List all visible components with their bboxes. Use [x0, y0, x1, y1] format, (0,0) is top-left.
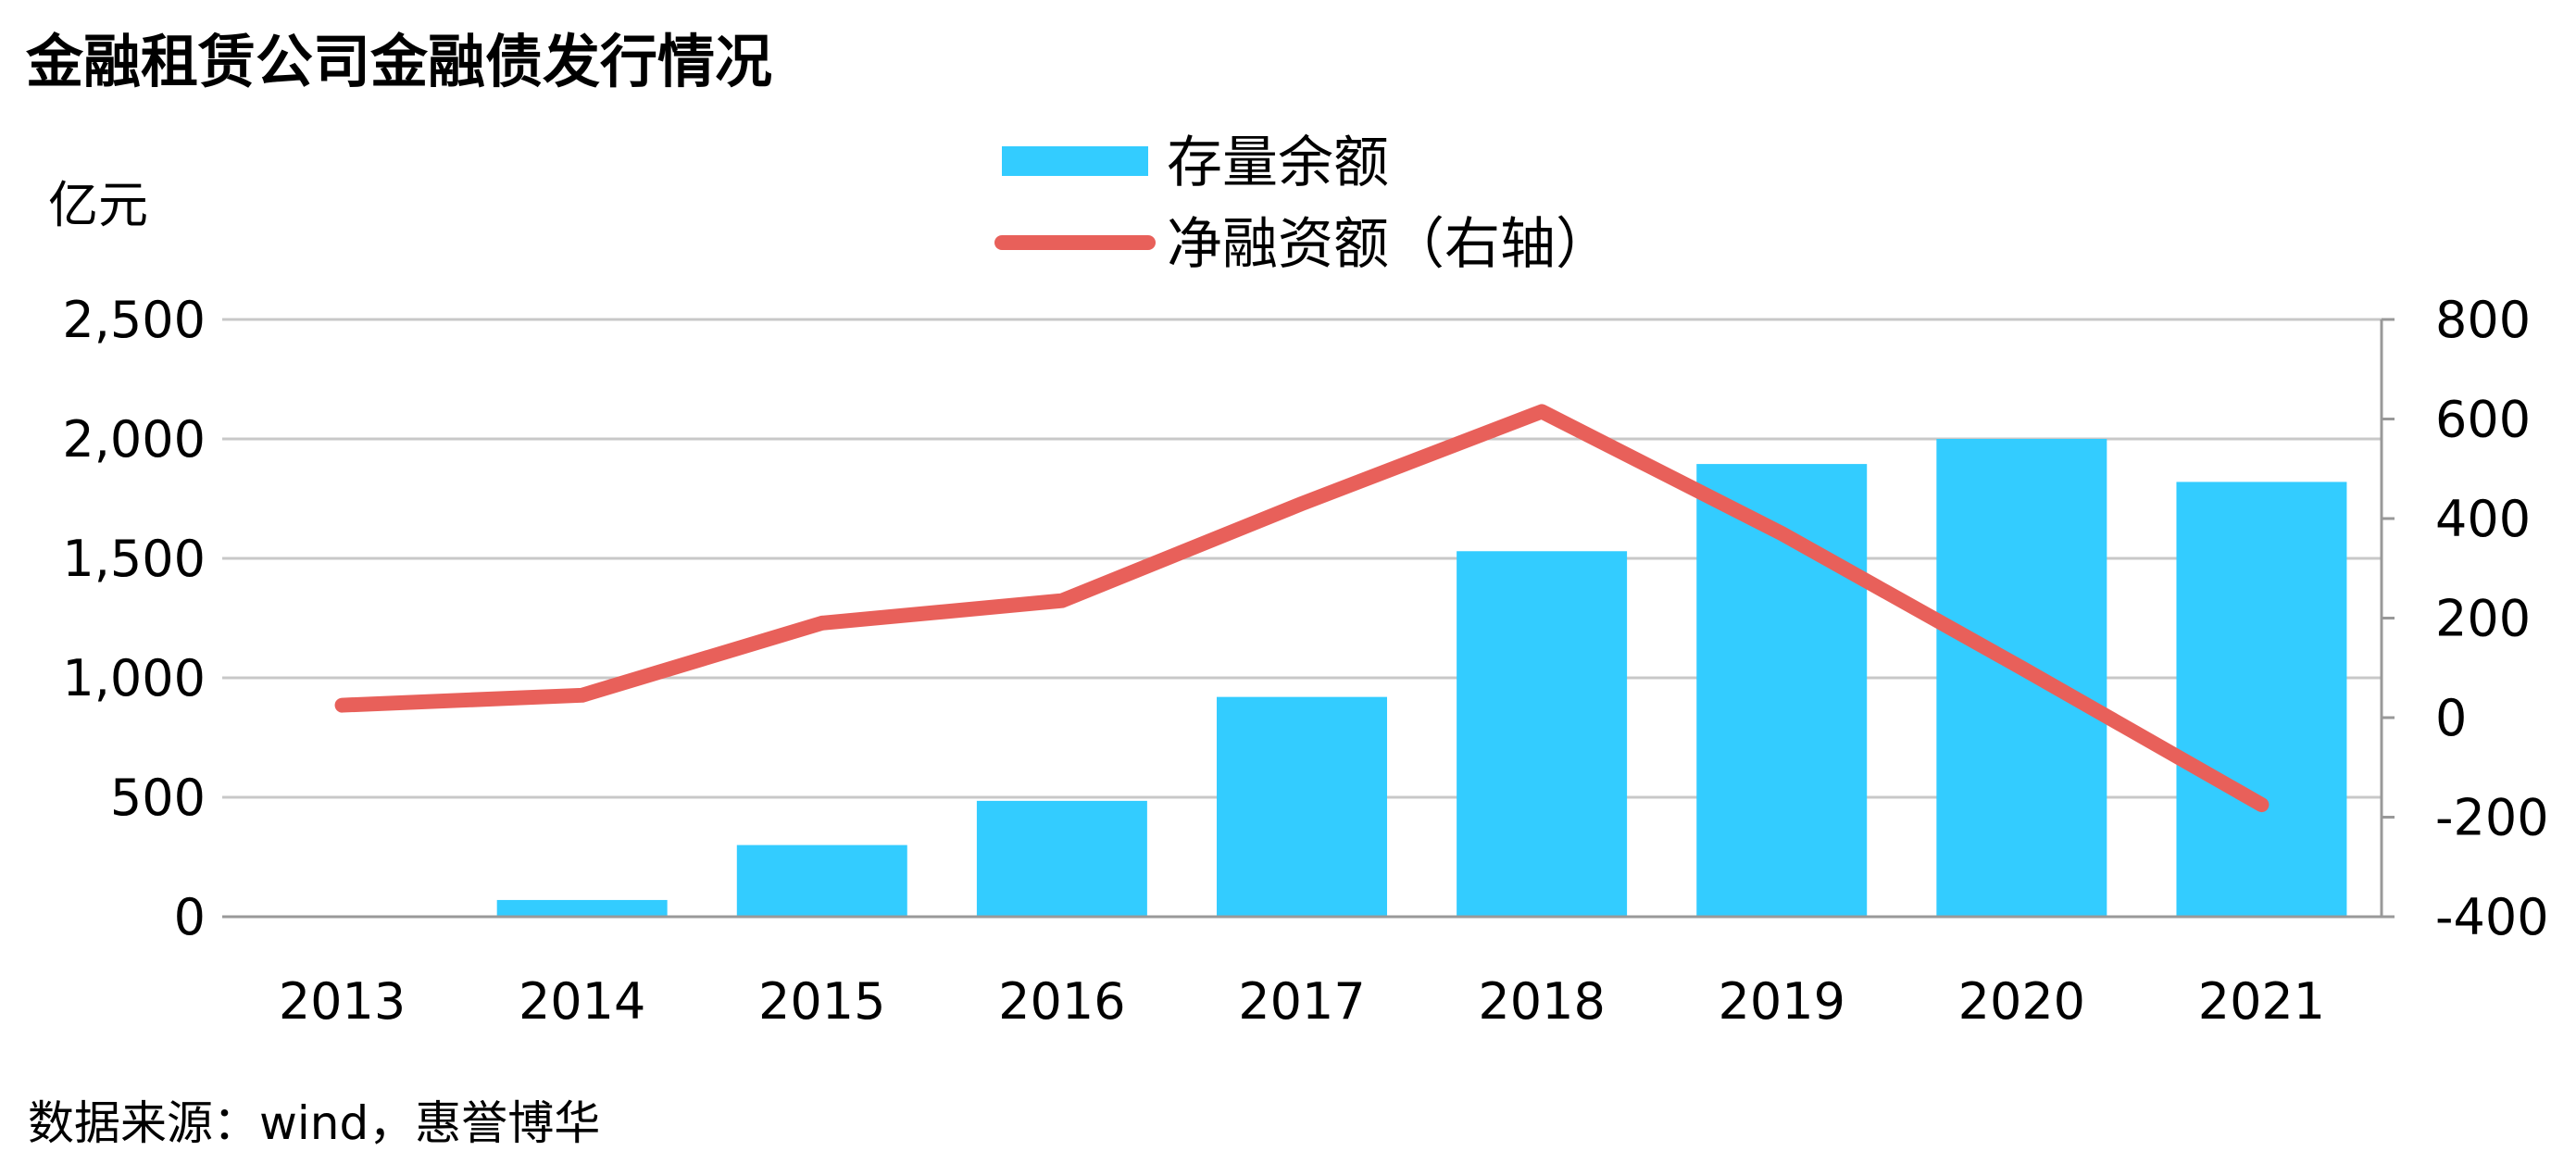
line-point-2018 [1541, 410, 1544, 413]
line-point-2019 [1781, 532, 1783, 535]
x-tick-label: 2020 [1958, 972, 2085, 1031]
bar-2021 [2176, 482, 2347, 917]
line-point-2016 [1060, 599, 1063, 602]
right-tick-label: -400 [2435, 888, 2549, 946]
source-note: 数据来源：wind，惠誉博华 [28, 1096, 600, 1150]
x-tick-label: 2019 [1719, 972, 1845, 1031]
right-tick-label: 600 [2435, 391, 2531, 449]
x-tick-label: 2017 [1238, 972, 1365, 1031]
x-ticks: 2013 2014 2015 2016 2017 2018 2019 2020 2021 [279, 972, 2325, 1031]
line-point-2017 [1301, 502, 1303, 505]
x-tick-label: 2018 [1478, 972, 1605, 1031]
bar-2017 [1217, 696, 1387, 917]
legend-label-line: 净融资额（右轴） [1167, 212, 1611, 277]
left-y-ticks: 2,500 2,000 1,500 1,000 500 0 [62, 291, 206, 946]
left-tick-label: 2,500 [62, 291, 206, 349]
left-tick-label: 1,000 [62, 649, 206, 707]
x-tick-label: 2013 [279, 972, 406, 1031]
x-tick-label: 2016 [998, 972, 1125, 1031]
right-tick-label: -200 [2435, 789, 2549, 847]
x-tick-label: 2015 [758, 972, 885, 1031]
line-point-2021 [2260, 804, 2263, 807]
bar-2018 [1457, 551, 1628, 917]
legend: 存量余额 净融资额（右轴） [994, 131, 1611, 277]
right-tick-label: 0 [2435, 689, 2467, 747]
legend-label-bar: 存量余额 [1167, 131, 1389, 195]
right-tick-label: 800 [2435, 291, 2531, 349]
bar-2016 [976, 800, 1147, 917]
bar-2015 [736, 844, 907, 917]
chart-title: 金融租赁公司金融债发行情况 [25, 28, 772, 95]
line-point-2015 [820, 621, 823, 624]
bar-2014 [496, 899, 668, 917]
line-series [334, 404, 2270, 813]
left-tick-label: 500 [110, 769, 206, 827]
left-tick-label: 2,000 [62, 410, 206, 469]
line-point-2020 [2020, 667, 2023, 669]
left-tick-label: 1,500 [62, 530, 206, 588]
line-point-2013 [341, 704, 344, 707]
right-y-ticks: 800 600 400 200 0 -200 -400 [2435, 291, 2549, 946]
line-point-2014 [581, 694, 583, 696]
x-tick-label: 2014 [519, 972, 645, 1031]
legend-swatch-bar [1002, 146, 1148, 176]
x-tick-label: 2021 [2198, 972, 2325, 1031]
right-tick-label: 400 [2435, 490, 2531, 548]
left-tick-label: 0 [174, 888, 206, 946]
bar-2020 [1936, 439, 2107, 917]
right-tick-label: 200 [2435, 590, 2531, 648]
axes [222, 318, 2395, 919]
left-axis-unit: 亿元 [48, 176, 148, 234]
